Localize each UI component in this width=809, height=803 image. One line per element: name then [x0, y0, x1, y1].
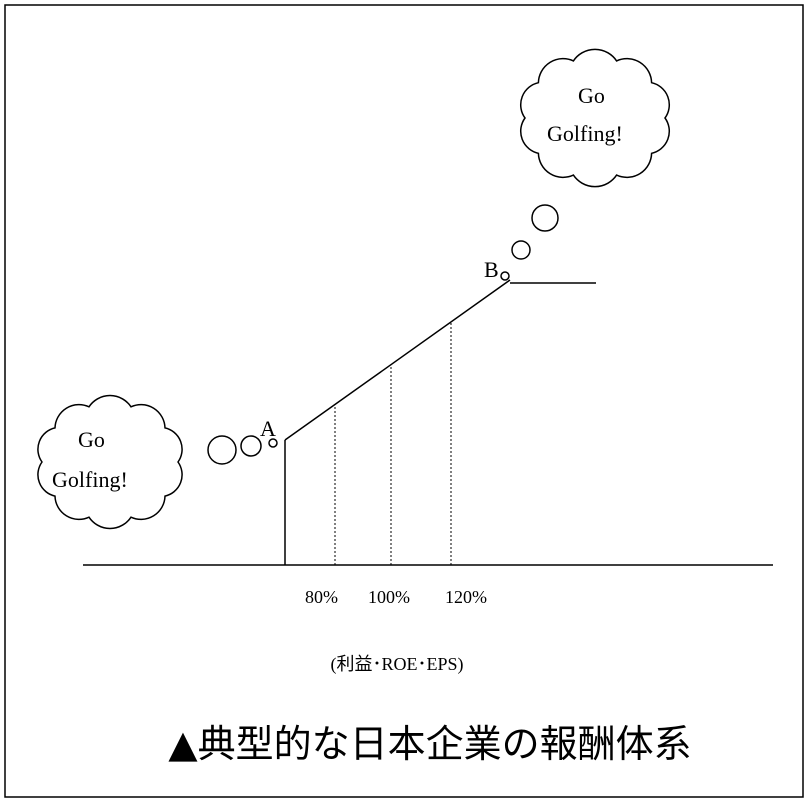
- thought-bubble: [268, 438, 278, 448]
- cloud-text: Golfing!: [52, 467, 128, 492]
- cloud-text: Go: [78, 427, 105, 452]
- thought-bubble: [531, 204, 559, 232]
- cloud-text: Go: [578, 83, 605, 108]
- caption: ▲典型的な日本企業の報酬体系: [168, 722, 691, 766]
- tick-label: 120%: [445, 587, 487, 607]
- point-label: B: [484, 257, 499, 282]
- thought-bubble: [240, 435, 262, 457]
- thought-bubble: [207, 435, 237, 465]
- slope-line: [284, 279, 511, 441]
- thought-bubble: [511, 240, 531, 260]
- cloud-text: Golfing!: [547, 121, 623, 146]
- frame: [4, 4, 804, 798]
- point-label: A: [260, 416, 276, 441]
- axis-label: (利益･ROE･EPS): [330, 654, 463, 675]
- cloud: [37, 394, 183, 530]
- tick-label: 100%: [368, 587, 410, 607]
- cloud: [519, 48, 671, 188]
- tick-label: 80%: [305, 587, 338, 607]
- thought-bubble: [500, 271, 510, 281]
